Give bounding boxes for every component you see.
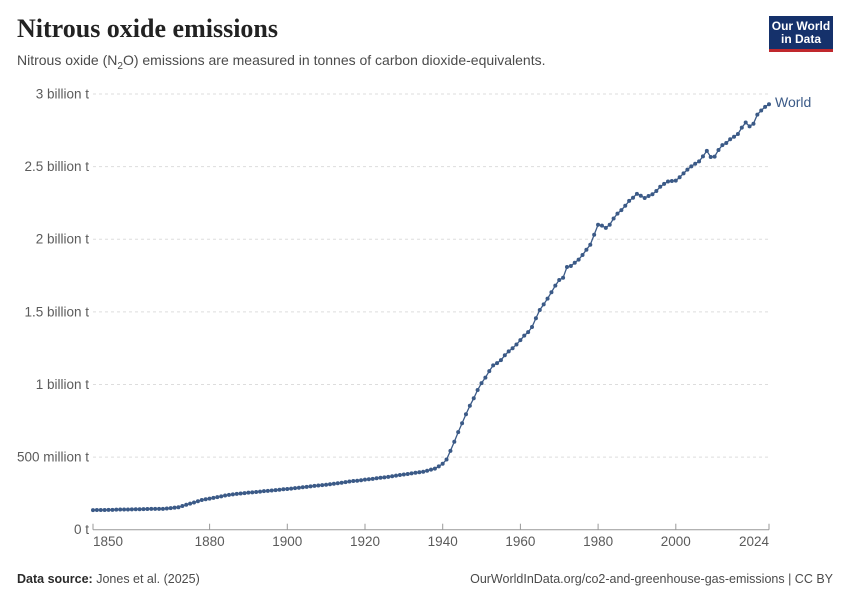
svg-text:0 t: 0 t (74, 522, 89, 537)
svg-text:2024: 2024 (739, 534, 770, 549)
svg-text:2 billion t: 2 billion t (36, 232, 90, 247)
svg-text:2000: 2000 (661, 534, 691, 549)
svg-text:1.5 billion t: 1.5 billion t (24, 304, 89, 319)
svg-text:500 million t: 500 million t (17, 450, 89, 465)
svg-text:1960: 1960 (505, 534, 535, 549)
svg-text:1880: 1880 (195, 534, 225, 549)
svg-text:World: World (775, 94, 811, 110)
svg-text:1900: 1900 (272, 534, 302, 549)
svg-text:1920: 1920 (350, 534, 380, 549)
svg-text:1850: 1850 (93, 534, 123, 549)
svg-text:1940: 1940 (428, 534, 458, 549)
svg-text:3 billion t: 3 billion t (36, 87, 90, 102)
svg-text:2.5 billion t: 2.5 billion t (24, 159, 89, 174)
svg-text:1 billion t: 1 billion t (36, 377, 90, 392)
svg-text:1980: 1980 (583, 534, 613, 549)
